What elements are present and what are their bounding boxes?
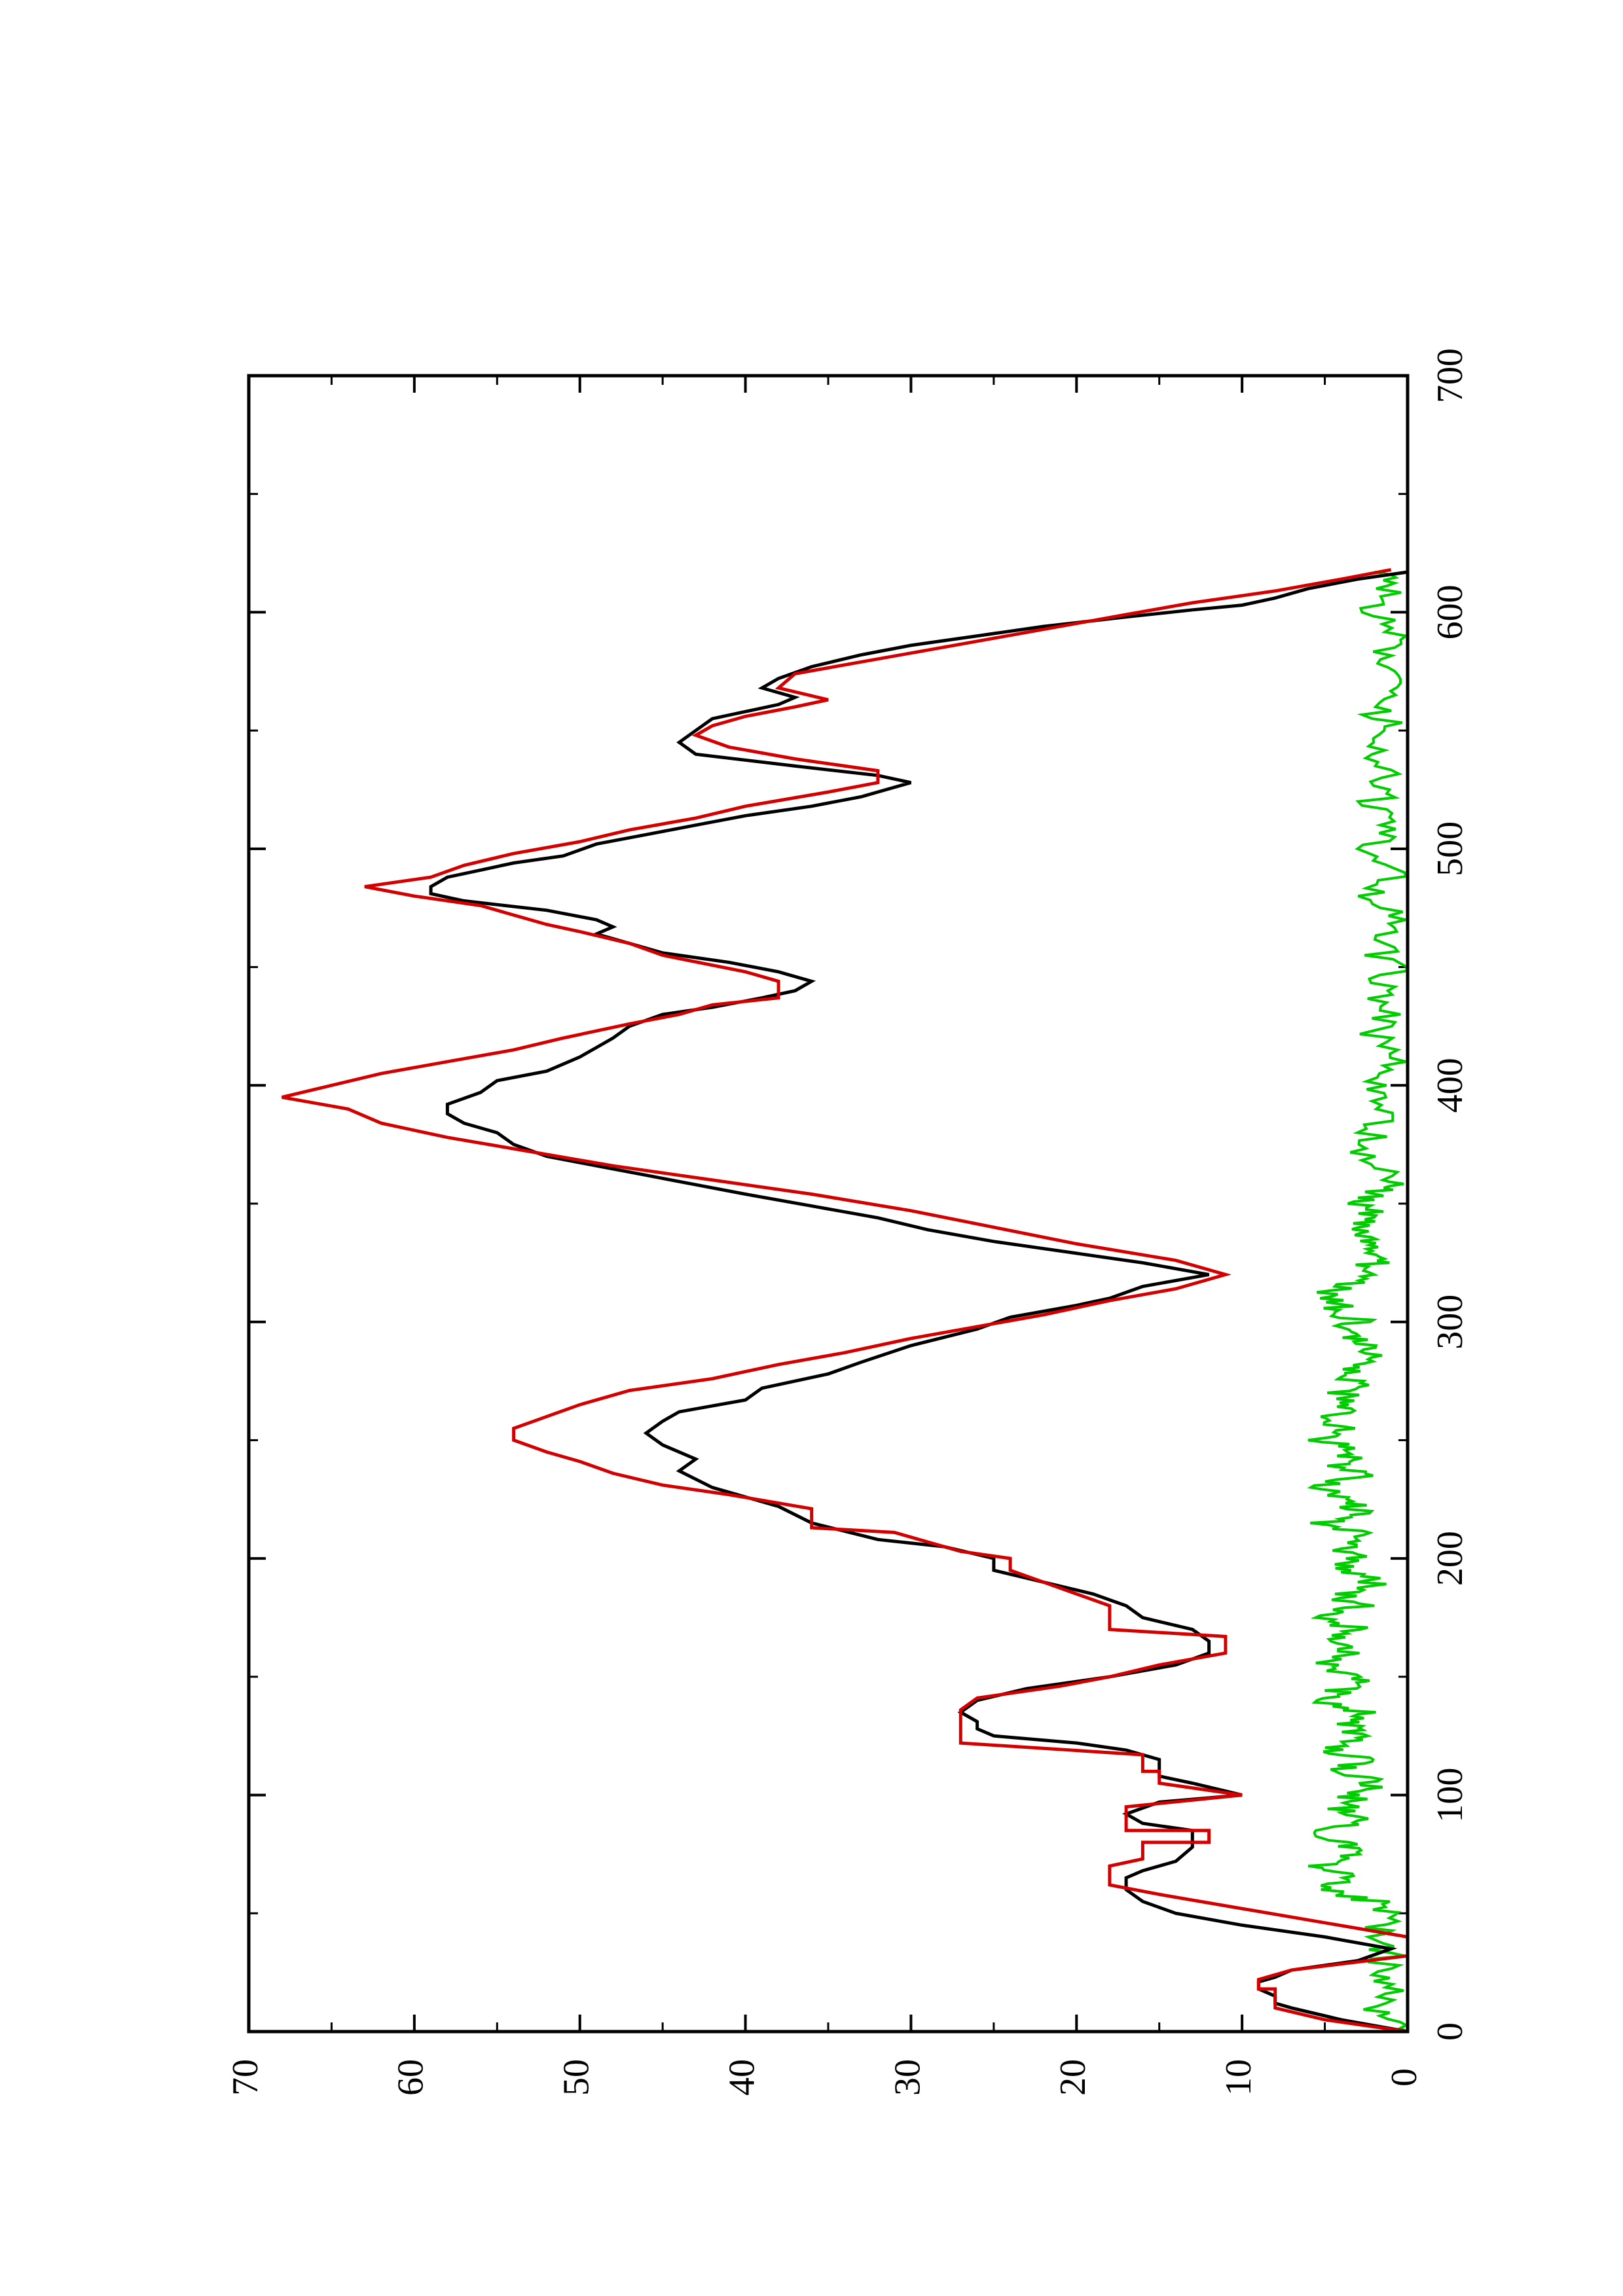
y-tick-label: 0 xyxy=(1384,2068,1425,2087)
y-tick-label: 30 xyxy=(887,2059,928,2096)
data-series xyxy=(282,567,1410,2034)
y-tick-label: 40 xyxy=(721,2059,762,2096)
x-tick-label: 300 xyxy=(1430,1295,1470,1350)
x-tick-label: 700 xyxy=(1430,348,1470,403)
series-line-2 xyxy=(1307,571,1410,2033)
x-tick-label: 200 xyxy=(1430,1531,1470,1586)
tick-labels: 0 100 200 300 400 500 600 700 0 10 20 30 40 50 60 70 xyxy=(225,348,1470,2096)
y-tick-label: 50 xyxy=(556,2059,597,2096)
y-tick-label: 20 xyxy=(1053,2059,1093,2096)
x-tick-label: 500 xyxy=(1430,821,1470,876)
y-tick-label: 10 xyxy=(1218,2059,1259,2096)
x-tick-label: 0 xyxy=(1430,2022,1470,2041)
y-tick-label: 60 xyxy=(391,2059,431,2096)
series-line-1 xyxy=(282,567,1410,2034)
x-tick-label: 400 xyxy=(1430,1058,1470,1113)
x-tick-label: 100 xyxy=(1430,1768,1470,1823)
x-tick-label: 600 xyxy=(1430,584,1470,639)
plot-frame xyxy=(247,374,1410,2034)
y-tick-label: 70 xyxy=(225,2059,266,2096)
